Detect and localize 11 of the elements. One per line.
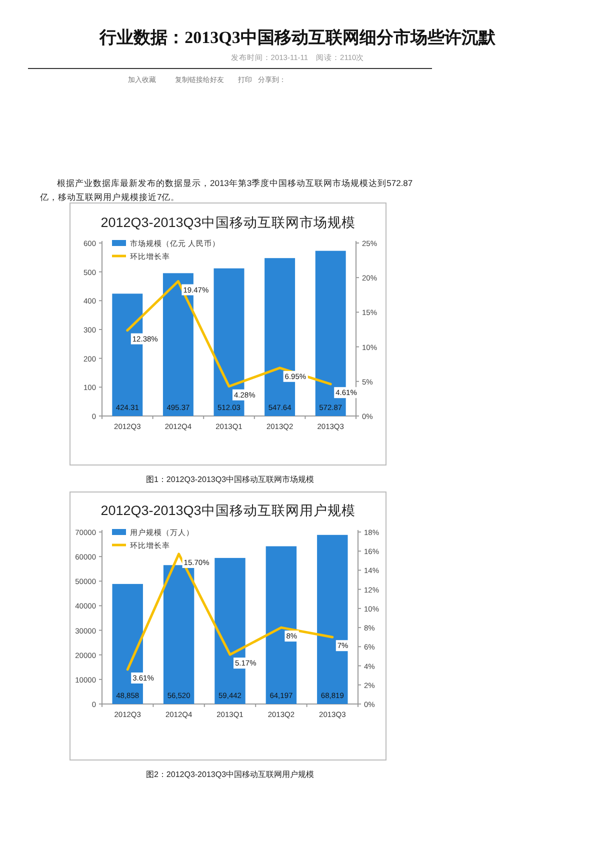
caption: 图1：2012Q3-2013Q3中国移动互联网市场规模	[144, 474, 316, 485]
bar	[266, 546, 297, 704]
line-series	[126, 280, 332, 388]
chart-title: 2012Q3-2013Q3中国移动互联网市场规模	[100, 215, 356, 230]
chart-title: 2012Q3-2013Q3中国移动互联网用户规模	[100, 503, 356, 518]
bar	[317, 534, 348, 704]
caption: 图2：2012Q3-2013Q3中国移动互联网用户规模	[144, 769, 316, 780]
bar	[163, 565, 194, 704]
line-series	[126, 552, 334, 671]
text: 根据产业数据库最新发布的数据显示，2013年第3季度中国移动互联网市场规模达到572.87亿，移动互联网用户规模接近7亿。	[40, 177, 414, 204]
text: 行业数据：2013Q3中国移动互联网细分市场些许沉默	[98, 27, 496, 49]
